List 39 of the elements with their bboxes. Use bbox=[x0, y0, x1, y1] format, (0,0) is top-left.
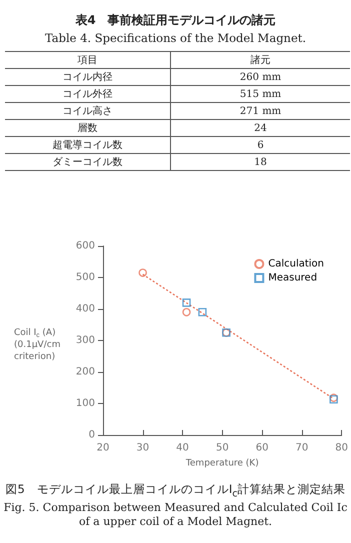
x-tick-label: 70 bbox=[295, 442, 308, 454]
x-tick-label: 40 bbox=[176, 442, 189, 454]
y-tick-label: 100 bbox=[76, 398, 95, 409]
text: 271 mm bbox=[170, 102, 350, 120]
text: 表4 事前検証用モデルコイルの諸元 bbox=[74, 12, 277, 29]
x-tick-label: 60 bbox=[256, 442, 268, 454]
text: 260 mm bbox=[170, 68, 350, 86]
y-tick-label: 200 bbox=[76, 366, 95, 378]
y-tick-label: 600 bbox=[76, 240, 95, 252]
caption: 図5 モデルコイル最上層コイルのコイルI$_{c}$計算結果と測定結果 bbox=[4, 482, 346, 502]
x-tick-label: 50 bbox=[216, 442, 229, 454]
caption: Fig. 5. Comparison between Measured and Calculated Coil Ic of a upper coil of a Model Magnet. bbox=[2, 501, 348, 530]
y-tick-label: 500 bbox=[76, 272, 95, 283]
text: 515 mm bbox=[170, 86, 350, 102]
legend-label: Measured bbox=[268, 272, 318, 284]
text: 層数 bbox=[5, 120, 171, 136]
text: ダミーコイル数 bbox=[5, 154, 171, 170]
x-tick-label: 80 bbox=[335, 442, 348, 454]
y-tick-label: 0 bbox=[88, 430, 95, 440]
text: 18 bbox=[170, 154, 350, 170]
text: コイル外径 bbox=[5, 86, 171, 102]
text: 諸元 bbox=[170, 52, 350, 68]
text: 24 bbox=[170, 120, 350, 136]
text: コイル内径 bbox=[5, 68, 171, 86]
point bbox=[182, 298, 191, 307]
point bbox=[198, 308, 207, 316]
point bbox=[138, 268, 147, 277]
legend-label: Calculation bbox=[268, 258, 324, 270]
x-axis-title: Temperature (K) bbox=[184, 458, 259, 468]
text: 項目 bbox=[5, 52, 171, 68]
y-tick-label: 400 bbox=[76, 304, 95, 314]
text: 超電導コイル数 bbox=[5, 136, 171, 154]
point bbox=[182, 308, 191, 316]
text: コイル高さ bbox=[5, 102, 171, 120]
text: Table 4. Specifications of the Model Magnet. bbox=[44, 31, 308, 45]
y-tick-label: 300 bbox=[76, 335, 95, 346]
x-tick-label: 20 bbox=[96, 442, 110, 454]
text: 6 bbox=[170, 136, 350, 154]
x-tick-label: 30 bbox=[136, 442, 150, 454]
